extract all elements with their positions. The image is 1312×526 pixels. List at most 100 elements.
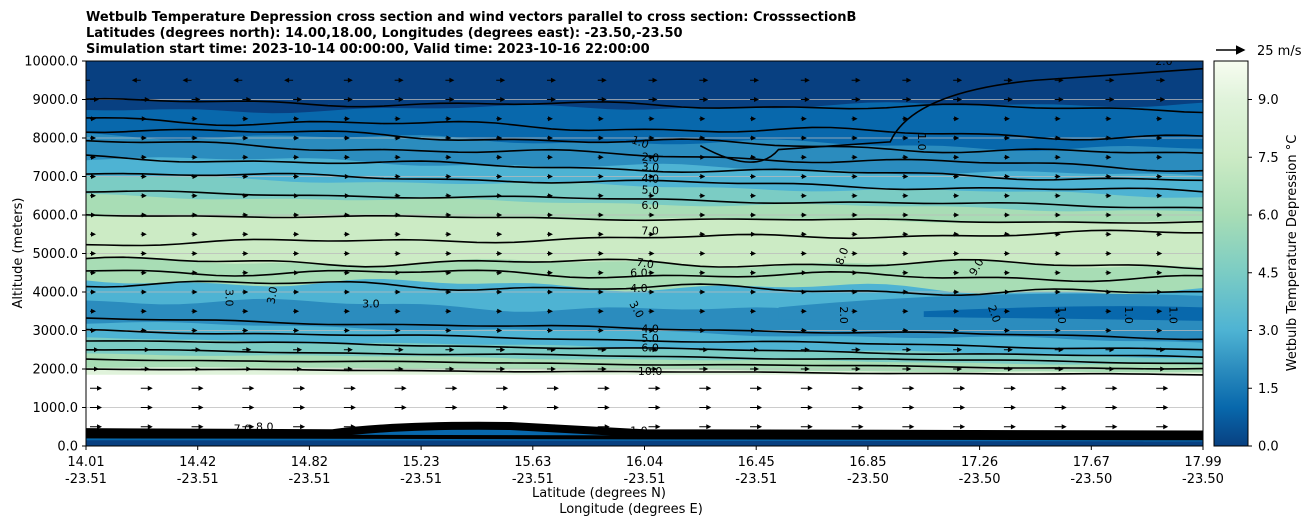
wind-vector-head <box>855 97 861 102</box>
wind-vector-head <box>1004 251 1010 256</box>
wind-vector-head <box>1160 97 1166 102</box>
wind-vector-head <box>550 97 556 102</box>
wind-vector-head <box>294 308 300 314</box>
wind-vector-head <box>395 289 401 295</box>
wind-vector-head <box>703 77 709 83</box>
wind-vector-head <box>547 289 553 295</box>
wind-vector-head <box>649 154 655 160</box>
wind-vector-head <box>141 193 147 199</box>
wind-vector-head <box>553 424 559 430</box>
wind-vector-head <box>294 231 300 237</box>
wind-vector-head <box>192 174 198 179</box>
contour-line-17 <box>86 368 1203 376</box>
wind-vector-head <box>398 77 404 83</box>
wind-vector-head <box>91 116 96 122</box>
wind-vector-head <box>700 212 706 218</box>
wind-vector-head <box>906 366 912 372</box>
contour-line-11 <box>86 280 1203 297</box>
filled-surface-core <box>86 440 1203 446</box>
x-tick-label-lat: 16.45 <box>738 455 775 470</box>
wind-vector-head <box>97 424 102 430</box>
x-tick-label-lat: 15.63 <box>514 455 551 470</box>
wind-vector-head <box>500 77 506 83</box>
wind-vector-head <box>294 135 300 141</box>
wind-vector-head <box>344 328 350 333</box>
wind-vector-head <box>700 135 706 141</box>
wind-vector-head <box>652 77 658 83</box>
wind-vector-head <box>1163 385 1169 391</box>
wind-vector-head <box>91 212 96 218</box>
wind-vector-head <box>141 116 147 122</box>
wind-vector-head <box>243 135 249 141</box>
wind-vector-head <box>1010 424 1016 430</box>
x-axis: 14.01 -23.51 14.42 -23.51 14.82 -23.51 15.23 -2… <box>65 446 1224 487</box>
wind-vector-head <box>598 231 604 237</box>
contour-label: 4.0 <box>641 172 659 186</box>
wind-vector-head <box>906 97 912 102</box>
wind-vector-head <box>294 212 300 218</box>
wind-vector-head <box>547 308 553 314</box>
wind-vector-head <box>909 405 915 410</box>
wind-vector-head <box>1106 116 1112 122</box>
contour-labels: 1.02.03.04.05.06.07.07.06.04.03.04.05.06… <box>223 61 1180 441</box>
wind-vector-head <box>1106 174 1112 179</box>
wind-vector-head <box>801 135 807 141</box>
wind-vector-head <box>550 366 556 372</box>
wind-vector-head <box>147 424 153 430</box>
chart-title-line-3: Simulation start time: 2023-10-14 00:00:… <box>86 42 650 57</box>
wind-vector-head <box>192 270 198 276</box>
wind-vector-head <box>700 174 706 179</box>
wind-vector-head <box>706 405 712 410</box>
wind-vector-head <box>1157 193 1163 199</box>
wind-vector-head <box>144 97 150 102</box>
wind-vector-head <box>1004 154 1010 160</box>
wind-vector-head <box>1109 366 1115 372</box>
contour-line-6 <box>86 190 1203 209</box>
wind-vector-head <box>1157 154 1163 160</box>
wind-vector-head <box>954 270 960 276</box>
wind-vector-head <box>906 77 912 83</box>
wind-vector-head <box>91 289 96 295</box>
wind-vector-head <box>804 366 810 372</box>
wind-vector-head <box>91 154 96 160</box>
wind-vector-head <box>497 231 503 237</box>
wind-vector-head <box>198 424 204 430</box>
wind-vector-head <box>1160 347 1166 353</box>
x-tick-label-lon: -23.51 <box>400 472 442 487</box>
wind-vector-head <box>446 231 452 237</box>
wind-vector-head <box>1106 135 1112 141</box>
wind-vector-head <box>246 366 252 372</box>
wind-vector-head <box>344 231 350 237</box>
wind-vector-head <box>91 135 96 141</box>
y-tick-label: 10000.0 <box>24 55 78 70</box>
wind-vector-head <box>649 193 655 199</box>
wind-vector-head <box>243 212 249 218</box>
wind-vector-head <box>192 308 198 314</box>
wind-vector-head <box>855 366 861 372</box>
wind-vector-head <box>754 366 760 372</box>
wind-vector-head <box>395 135 401 141</box>
wind-vector-head <box>801 174 807 179</box>
wind-vector-head <box>192 154 198 160</box>
surface-contour-lower <box>86 434 1203 441</box>
wind-vector-head <box>757 405 763 410</box>
wind-vector-head <box>1004 308 1010 314</box>
y-tick-label: 7000.0 <box>33 170 79 185</box>
wind-vector-head <box>751 154 757 160</box>
wind-vector-head <box>395 231 401 237</box>
wind-vector-head <box>97 385 102 391</box>
wind-vector-head <box>649 289 655 295</box>
wind-vector-head <box>1106 289 1112 295</box>
contour-label: 7.0 <box>635 256 654 272</box>
wind-vector-head <box>497 308 503 314</box>
wind-vector-head <box>249 424 255 430</box>
wind-vector-head <box>395 154 401 160</box>
quiver-key: 25 m/s <box>1216 44 1302 59</box>
x-axis-label-latitude: Latitude (degrees N) <box>532 486 666 501</box>
wind-vector-head <box>192 289 198 295</box>
wind-vector-head <box>649 328 655 333</box>
wind-vector-head <box>1055 135 1061 141</box>
wind-vector-head <box>801 154 807 160</box>
contour-line-3 <box>86 139 1203 172</box>
wind-vector-head <box>547 193 553 199</box>
